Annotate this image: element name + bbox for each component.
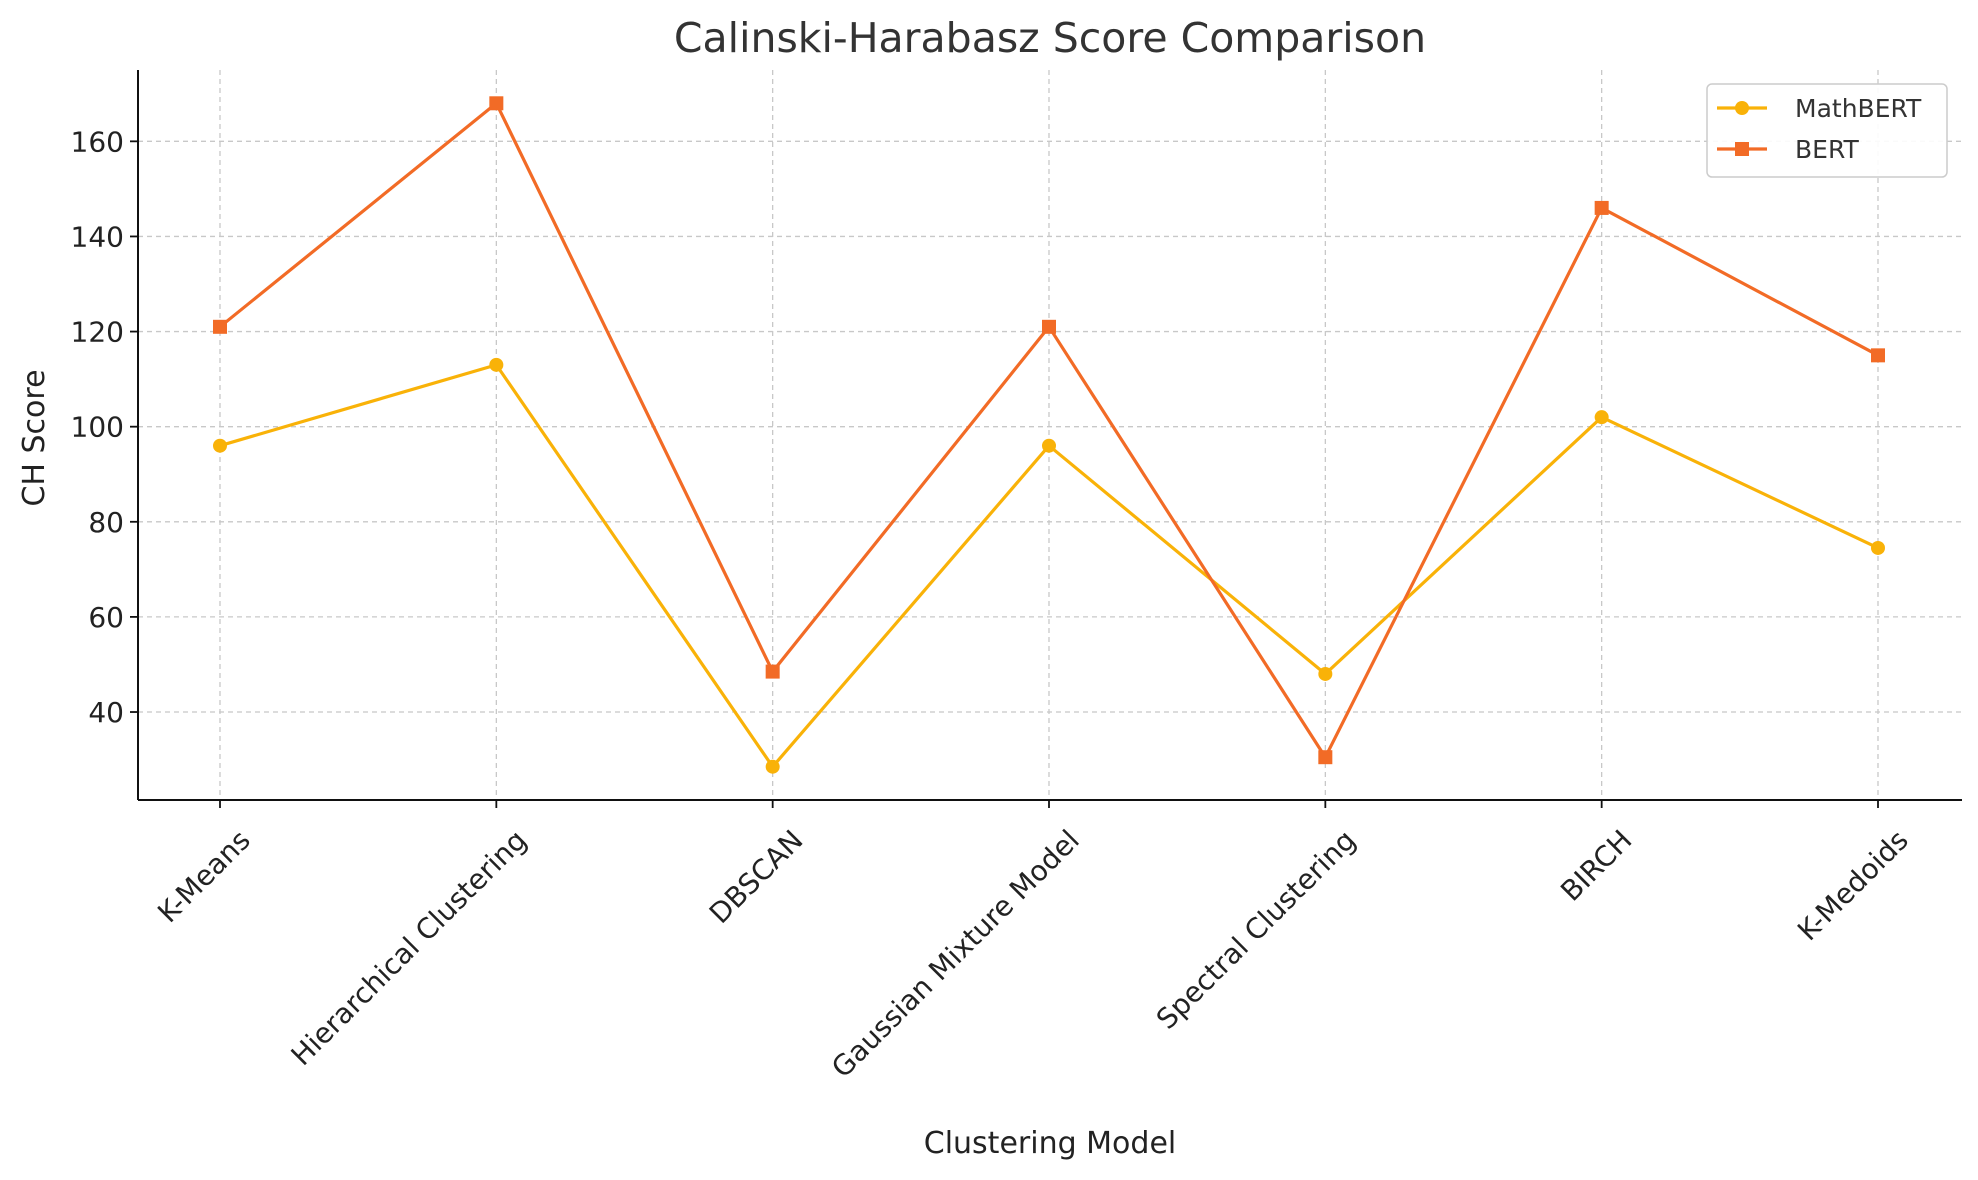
data-point-bert [1318, 750, 1333, 765]
data-point-mathbert [489, 357, 504, 372]
data-point-mathbert [1318, 666, 1333, 681]
data-point-mathbert [1594, 410, 1609, 425]
data-point-bert [213, 319, 227, 334]
x-tick-label: K-Means [151, 823, 257, 929]
data-point-mathbert [1871, 540, 1885, 555]
data-point-mathbert [765, 759, 780, 774]
y-tick-label: 160 [71, 125, 124, 158]
data-point-bert [765, 664, 780, 679]
series-bert [213, 96, 1885, 765]
x-tick-label: K-Medoids [1791, 823, 1915, 947]
legend-label-mathbert: MathBERT [1795, 94, 1922, 123]
legend: MathBERT BERT [1706, 83, 1948, 178]
y-tick-label: 140 [71, 220, 124, 253]
x-ticks: K-Means Hierarchical Clustering DBSCAN Gaus… [151, 800, 1915, 1084]
grid [138, 70, 1962, 800]
x-tick-label: BIRCH [1554, 823, 1638, 907]
y-tick-label: 80 [88, 506, 124, 539]
series-group [213, 96, 1885, 774]
x-tick-label: Spectral Clustering [1150, 823, 1362, 1035]
x-tick-label: Gaussian Mixture Model [825, 823, 1086, 1084]
data-point-bert [489, 96, 504, 111]
legend-label-bert: BERT [1795, 135, 1859, 164]
data-point-mathbert [213, 438, 227, 453]
data-point-mathbert [1042, 438, 1056, 453]
y-tick-label: 60 [88, 601, 124, 634]
series-mathbert [213, 357, 1885, 774]
y-tick-label: 40 [88, 696, 124, 729]
chart-title: Calinski-Harabasz Score Comparison [674, 14, 1426, 62]
x-tick-label: DBSCAN [703, 823, 810, 930]
y-axis-label: CH Score [17, 369, 52, 506]
x-axis-label: Clustering Model [924, 1126, 1176, 1161]
legend-marker-mathbert [1735, 101, 1749, 115]
data-point-bert [1042, 319, 1056, 334]
x-tick-label: Hierarchical Clustering [285, 823, 534, 1072]
axes [137, 70, 1962, 801]
y-tick-label: 120 [71, 316, 124, 349]
y-tick-label: 100 [71, 411, 124, 444]
y-ticks: 40 60 80 100 120 140 160 [71, 125, 138, 729]
legend-marker-bert [1735, 142, 1749, 156]
legend-item-bert: BERT [1717, 135, 1859, 164]
legend-item-mathbert: MathBERT [1717, 94, 1922, 123]
data-point-bert [1594, 200, 1609, 215]
data-point-bert [1871, 348, 1885, 363]
